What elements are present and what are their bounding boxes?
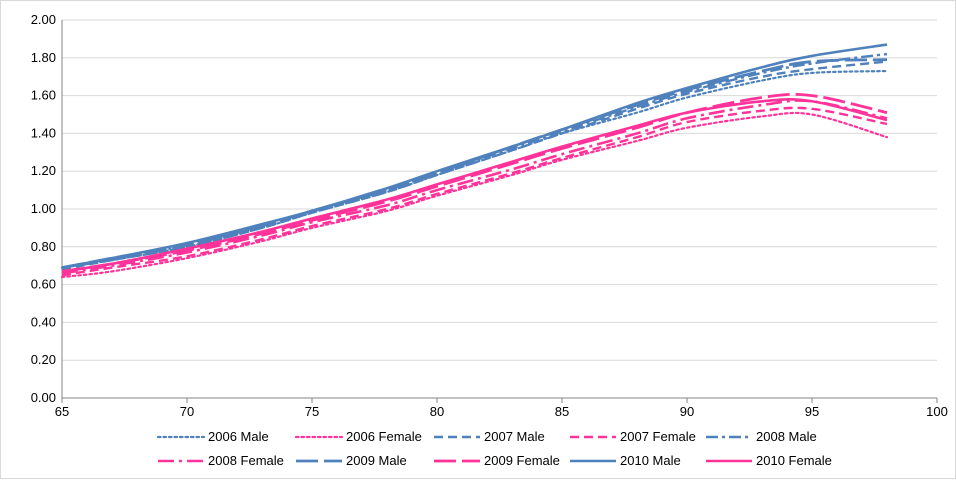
- legend-label-2008-male: 2008 Male: [756, 429, 817, 444]
- series-group: [60, 43, 889, 279]
- legend: 2006 Male 2006 Female 2007 Male 2007 Female…: [156, 429, 832, 468]
- legend-label-2009-female: 2009 Female: [484, 453, 560, 468]
- x-tick-label: 90: [680, 404, 694, 419]
- x-tick-label: 85: [555, 404, 569, 419]
- y-tick-label: 0.60: [31, 277, 56, 292]
- x-tick-label: 95: [805, 404, 819, 419]
- legend-label-2010-male: 2010 Male: [620, 453, 681, 468]
- y-tick-label: 1.80: [31, 50, 56, 65]
- series-line-2007-female: [61, 106, 888, 277]
- x-tick-label: 70: [180, 404, 194, 419]
- series-line-2010-male: [61, 43, 888, 269]
- series-line-2007-male: [61, 60, 888, 271]
- legend-label-2007-male: 2007 Male: [484, 429, 545, 444]
- series-line-2008-male: [61, 52, 888, 269]
- legend-label-2006-male: 2006 Male: [208, 429, 269, 444]
- y-tick-label: 0.80: [31, 239, 56, 254]
- y-tick-label: 1.60: [31, 88, 56, 103]
- y-tick-label: 2.00: [31, 12, 56, 27]
- legend-label-2010-female: 2010 Female: [756, 453, 832, 468]
- series-line-2010-female: [61, 98, 888, 273]
- x-tick-label: 65: [55, 404, 69, 419]
- x-tick-label: 80: [430, 404, 444, 419]
- y-tick-label: 0.40: [31, 314, 56, 329]
- series-line-2006-female: [60, 111, 889, 279]
- legend-label-2006-female: 2006 Female: [346, 429, 422, 444]
- series-line-2009-female: [61, 92, 888, 273]
- axes: 0.00 0.20 0.40 0.60 0.80 1.00 1.20 1.40 1.60 1.80…: [31, 12, 948, 419]
- y-tick-label: 0.00: [31, 390, 56, 405]
- legend-label-2007-female: 2007 Female: [620, 429, 696, 444]
- x-tick-label: 100: [926, 404, 948, 419]
- legend-label-2009-male: 2009 Male: [346, 453, 407, 468]
- y-tick-label: 1.00: [31, 201, 56, 216]
- legend-label-2008-female: 2008 Female: [208, 453, 284, 468]
- x-tick-label: 75: [305, 404, 319, 419]
- y-tick-label: 1.20: [31, 163, 56, 178]
- y-tick-label: 0.20: [31, 352, 56, 367]
- y-tick-label: 1.40: [31, 125, 56, 140]
